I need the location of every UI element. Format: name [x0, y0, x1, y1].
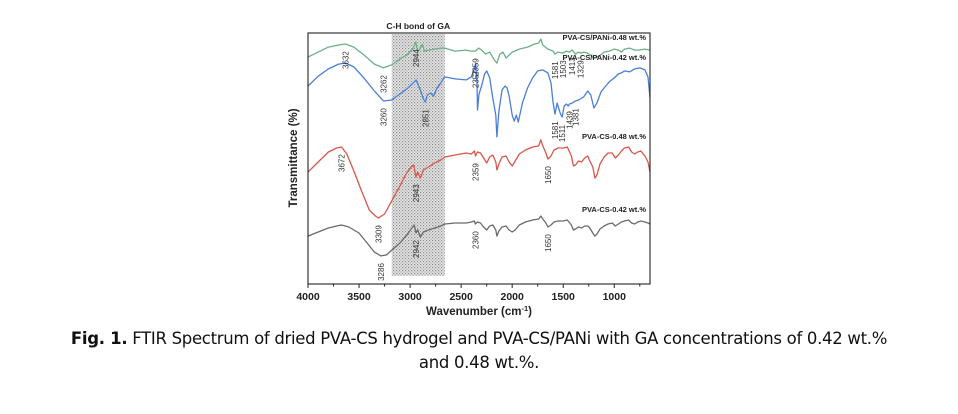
- series-label: PVA-CS-0.48 wt.%: [582, 132, 646, 141]
- peak-label: 1381: [571, 108, 580, 126]
- peak-label: 1581: [551, 61, 560, 79]
- x-tick-label: 3000: [398, 291, 422, 303]
- peak-label: 1581: [551, 121, 560, 139]
- x-tick-label: 1000: [603, 291, 627, 303]
- highlight-band-title: C-H bond of GA: [386, 21, 450, 31]
- peak-label: 2942: [412, 240, 421, 258]
- caption-text: FTIR Spectrum of dried PVA-CS hydrogel a…: [127, 329, 888, 348]
- peak-label: 3262: [379, 75, 388, 93]
- series-line-3: [308, 139, 650, 219]
- series-layer: [308, 38, 650, 257]
- series-label: PVA-CS-0.42 wt.%: [582, 205, 646, 214]
- x-tick-label: 1500: [552, 291, 576, 303]
- x-tick-label: 3500: [347, 291, 371, 303]
- peak-label: 3672: [338, 154, 347, 172]
- x-axis-title-superscript: -1: [521, 304, 528, 313]
- peak-label: 1413: [568, 57, 577, 75]
- caption-figure-label: Fig. 1.: [70, 329, 128, 348]
- y-axis-title: Transmittance (%): [288, 108, 300, 207]
- highlight-band: [391, 34, 445, 276]
- peak-label: 1511: [558, 124, 567, 142]
- peak-label: 1329: [577, 60, 586, 78]
- peak-label: 3632: [342, 51, 351, 69]
- peak-label: 2359: [472, 58, 481, 76]
- peak-label: 1503: [559, 60, 568, 78]
- peak-label: 1650: [544, 234, 553, 252]
- peak-label: 2360: [471, 231, 480, 249]
- x-tick-label: 2000: [500, 291, 524, 303]
- x-axis-title-main: Wavenumber (cm: [426, 306, 521, 318]
- series-label: PVA-CS/PANi-0.48 wt.%: [563, 33, 647, 42]
- x-axis-title-suffix: ): [528, 306, 532, 318]
- highlight-band-layer: [389, 32, 447, 276]
- peak-label: 2851: [421, 109, 430, 127]
- peak-label: 2943: [412, 184, 421, 202]
- peak-label: 2944: [412, 49, 421, 67]
- series-line-1: [308, 38, 650, 69]
- figure-caption: Fig. 1. FTIR Spectrum of dried PVA-CS hy…: [0, 327, 958, 375]
- plot-frame: [307, 32, 651, 285]
- x-axis-title: Wavenumber (cm-1): [426, 304, 532, 318]
- peak-label: 1439: [566, 111, 575, 129]
- series-label: PVA-CS/PANi-0.42 wt.%: [563, 53, 647, 62]
- peak-label: 3309: [375, 225, 384, 243]
- peak-label: 2359: [472, 163, 481, 181]
- series-line-2: [308, 62, 650, 138]
- peak-label: 2357: [472, 70, 481, 88]
- peak-label: 1650: [544, 166, 553, 184]
- x-tick-label: 4000: [296, 291, 320, 303]
- caption-line-1: Fig. 1. FTIR Spectrum of dried PVA-CS hy…: [0, 327, 958, 351]
- peak-label: 3286: [377, 263, 386, 281]
- caption-line-2: and 0.48 wt.%.: [418, 353, 540, 372]
- peak-label: 3260: [380, 108, 389, 126]
- x-axis-ticks: 4000 3500 3000 2500 2000 1500 1000: [296, 284, 641, 303]
- series-line-4: [308, 215, 650, 257]
- x-tick-label: 2500: [449, 291, 473, 303]
- series-label-layer: PVA-CS/PANi-0.48 wt.% PVA-CS/PANi-0.42 wt…: [563, 33, 647, 214]
